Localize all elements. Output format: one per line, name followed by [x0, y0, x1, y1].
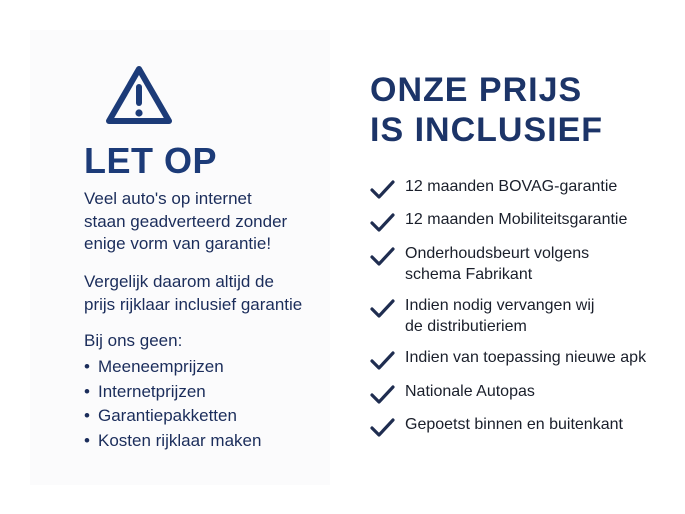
item-label: 12 maanden Mobiliteitsgarantie	[405, 209, 627, 230]
text-line: de distributieriem	[405, 318, 527, 335]
warning-title: LET OP	[84, 140, 218, 181]
checkmark-icon	[370, 180, 395, 199]
checkmark-icon	[370, 418, 395, 437]
text-line: 12 maanden Mobiliteitsgarantie	[405, 211, 628, 228]
text-line: Indien van toepassing nieuwe apk	[405, 349, 647, 366]
list-item: • Meeneemprijzen	[84, 355, 261, 380]
item-label: 12 maanden BOVAG-garantie	[405, 176, 617, 197]
bullet-icon: •	[84, 406, 90, 426]
item-label: Meeneemprijzen	[98, 357, 224, 376]
text-line: Onderhoudsbeurt volgens	[405, 245, 590, 262]
checkmark-icon	[370, 213, 395, 232]
list-item: • Garantiepakketten	[84, 404, 261, 429]
warning-triangle-icon	[106, 66, 172, 124]
item-label: Indien van toepassing nieuwe apk	[405, 347, 646, 368]
text-line: Indien nodig vervangen wij	[405, 297, 595, 314]
warning-panel	[30, 30, 330, 485]
item-label: Nationale Autopas	[405, 381, 535, 402]
checkmark-icon	[370, 351, 395, 370]
title-line: ONZE PRIJS	[370, 71, 583, 109]
checkmark-icon	[370, 299, 395, 318]
text-line: Veel auto's op internet	[84, 189, 252, 208]
bullet-icon: •	[84, 357, 90, 376]
item-label: Internetprijzen	[98, 381, 206, 401]
item-label: Garantiepakketten	[98, 406, 237, 426]
compare-paragraph: Vergelijk daarom altijd de prijs rijklaa…	[84, 271, 302, 316]
text-line: prijs rijklaar inclusief garantie	[84, 294, 303, 314]
text-line: Vergelijk daarom altijd de	[84, 272, 274, 291]
text-line: 12 maanden BOVAG-garantie	[405, 178, 618, 195]
text-line: staan geadverteerd zonder	[84, 211, 288, 231]
title-line: IS INCLUSIEF	[370, 111, 604, 149]
bullet-icon: •	[84, 430, 90, 450]
text-line: schema Fabrikant	[405, 266, 533, 283]
list-heading: Bij ons geen:	[84, 331, 183, 350]
text-line: enige vorm van garantie!	[84, 234, 272, 253]
text-line: Gepoetst binnen en buitenkant	[405, 416, 623, 433]
text-line: Nationale Autopas	[405, 383, 535, 400]
inclusive-title: ONZE PRIJS IS INCLUSIEF	[370, 70, 603, 150]
item-label: Kosten rijklaar maken	[98, 430, 262, 450]
warning-paragraph: Veel auto's op internet staan geadvertee…	[84, 188, 287, 256]
item-label: Gepoetst binnen en buitenkant	[405, 414, 623, 435]
list-item: • Internetprijzen	[84, 380, 261, 405]
excluded-list: • Meeneemprijzen • Internetprijzen • Garant…	[84, 355, 261, 453]
item-label: Indien nodig vervangen wij de distributie…	[405, 295, 594, 337]
list-item: • Kosten rijklaar maken	[84, 429, 261, 454]
item-label: Onderhoudsbeurt volgens schema Fabrikant	[405, 243, 589, 285]
checkmark-icon	[370, 385, 395, 404]
bullet-icon: •	[84, 381, 90, 401]
checkmark-icon	[370, 247, 395, 266]
